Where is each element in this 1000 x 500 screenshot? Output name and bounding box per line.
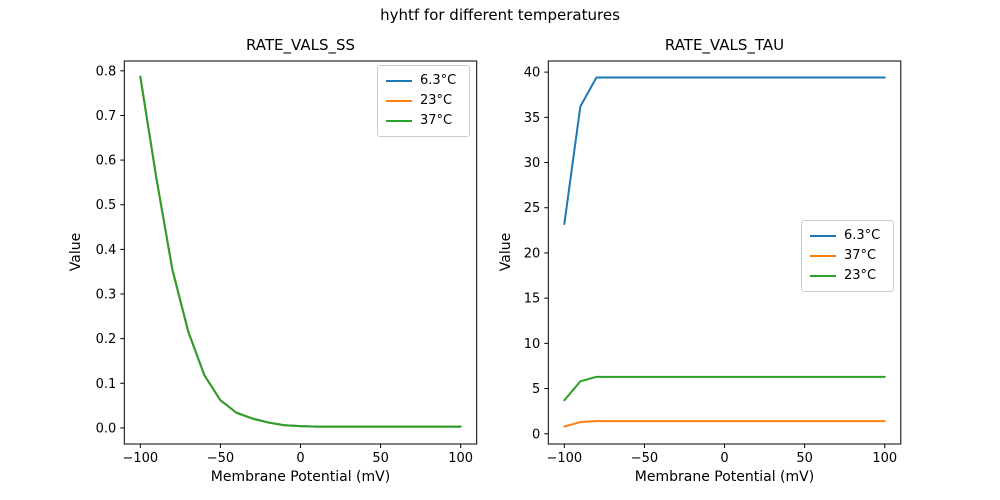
y-tick-label: 5 xyxy=(532,382,540,397)
x-tick-label: 100 xyxy=(448,451,473,466)
y-tick-label: 0.7 xyxy=(96,109,117,124)
x-tick-label: −50 xyxy=(207,451,234,466)
y-tick-label: 15 xyxy=(524,292,541,307)
legend-entry-label: 37°C xyxy=(420,113,453,128)
y-tick-label: 0.5 xyxy=(96,198,117,213)
y-tick-label: 0.3 xyxy=(96,288,117,303)
x-tick-label: −50 xyxy=(631,451,658,466)
subplot-ss-ylabel: Value xyxy=(68,232,84,272)
curve-23°C xyxy=(563,375,886,402)
legend-entry: 23°C xyxy=(810,266,885,286)
subplot-ss-title: RATE_VALS_SS xyxy=(245,36,356,54)
legend-line-swatch xyxy=(810,235,836,237)
legend-entry-label: 6.3°C xyxy=(420,73,457,88)
x-tick-label: 0 xyxy=(720,451,728,466)
legend-entry-label: 6.3°C xyxy=(844,228,881,243)
x-tick-label: 0 xyxy=(296,451,304,466)
x-tick-label: 100 xyxy=(872,451,897,466)
legend-line-swatch xyxy=(810,275,836,277)
legend-entry-label: 23°C xyxy=(844,268,877,283)
legend-entry-label: 37°C xyxy=(844,248,877,263)
curve-6.3°C xyxy=(563,76,886,226)
legend-line-swatch xyxy=(386,80,412,82)
x-tick-label: −100 xyxy=(122,451,158,466)
curve-37°C xyxy=(139,75,462,428)
x-tick-label: 50 xyxy=(372,451,389,466)
legend-line-swatch xyxy=(810,255,836,257)
legend-ss: 6.3°C 23°C 37°C xyxy=(377,65,470,137)
legend-entry: 37°C xyxy=(386,111,461,131)
y-tick-label: 40 xyxy=(524,66,541,81)
legend-line-swatch xyxy=(386,120,412,122)
y-tick-label: 25 xyxy=(524,201,541,216)
figure-suptitle: hyhtf for different temperatures xyxy=(380,6,620,24)
y-tick-label: 20 xyxy=(524,246,541,261)
legend-line-swatch xyxy=(386,100,412,102)
y-tick-label: 0.8 xyxy=(96,64,117,79)
y-tick-label: 0.2 xyxy=(96,332,117,347)
subplot-tau-ylabel: Value xyxy=(498,232,514,272)
subplot-tau-title: RATE_VALS_TAU xyxy=(664,36,785,54)
y-tick-label: 0.0 xyxy=(96,421,117,436)
subplot-ss-xlabel: Membrane Potential (mV) xyxy=(210,469,391,485)
x-tick-label: 50 xyxy=(796,451,813,466)
y-tick-label: 0 xyxy=(532,427,540,442)
x-tick-label: −100 xyxy=(546,451,582,466)
legend-entry: 37°C xyxy=(810,246,885,266)
legend-entry: 23°C xyxy=(386,91,461,111)
legend-entry: 6.3°C xyxy=(810,226,885,246)
legend-entry: 6.3°C xyxy=(386,71,461,91)
y-tick-label: 10 xyxy=(524,337,541,352)
y-tick-label: 35 xyxy=(524,111,541,126)
y-tick-label: 0.1 xyxy=(96,377,117,392)
axes-0: −100 −50 0 50 100 0.0 0.1 0.2 0.3 0.4 0.5 0.6 0.7 0.8 xyxy=(96,60,478,466)
curve-37°C xyxy=(563,420,886,428)
subplot-tau-xlabel: Membrane Potential (mV) xyxy=(634,469,815,485)
legend-tau: 6.3°C 37°C 23°C xyxy=(801,220,894,292)
legend-entry-label: 23°C xyxy=(420,93,453,108)
y-tick-label: 0.6 xyxy=(96,154,117,169)
y-tick-label: 0.4 xyxy=(96,243,117,258)
y-tick-label: 30 xyxy=(524,156,541,171)
axes-1: −100 −50 0 50 100 0 5 10 15 20 25 30 35 40 xyxy=(524,60,902,466)
